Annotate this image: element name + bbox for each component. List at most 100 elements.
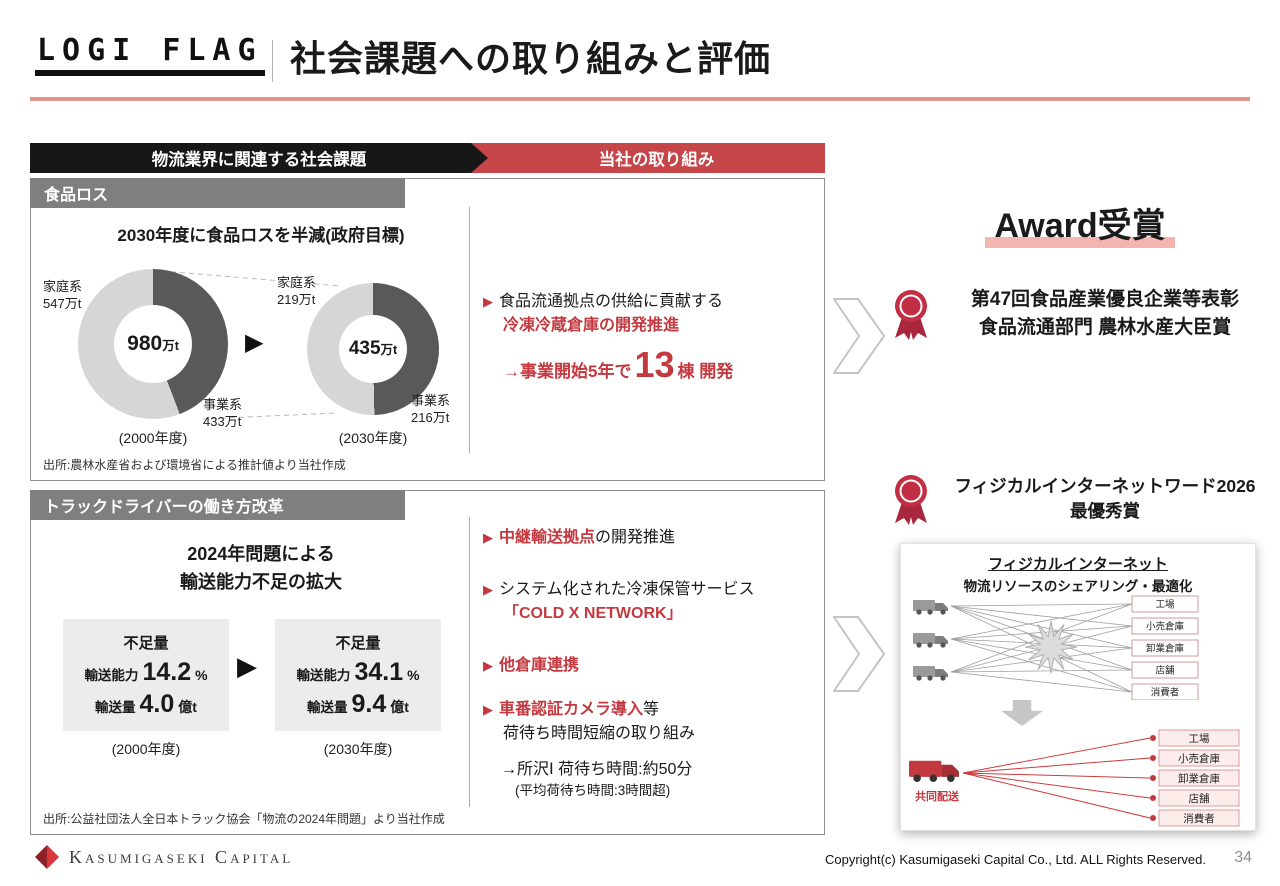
node-label: 店舗 <box>1155 665 1175 677</box>
network-node: 店舗 <box>1158 789 1240 807</box>
work-reform-title: 2024年問題による 輸送能力不足の拡大 <box>49 541 473 597</box>
award-text: 第47回食品産業優良企業等表彰 食品流通部門 農林水産大臣賞 <box>942 286 1268 341</box>
node-label: 工場 <box>1155 599 1175 611</box>
node-dots <box>1150 735 1156 821</box>
award-title-underline <box>985 237 1175 248</box>
arrow-right-icon: ▶ <box>237 651 257 681</box>
title-line: 2024年問題による <box>187 544 335 564</box>
header-divider <box>272 40 273 82</box>
network-node: 小売倉庫 <box>1131 617 1199 635</box>
slice-value: 433万t <box>203 413 242 429</box>
volume-label: 輸送量 <box>95 699 136 715</box>
title-line: 輸送能力不足の拡大 <box>180 571 342 592</box>
donut-slice-label: 家庭系 219万t <box>277 275 316 309</box>
card-subtitle: 物流リソースのシェアリング・最適化 <box>963 579 1193 594</box>
network-node: 卸業倉庫 <box>1158 769 1240 787</box>
footer-company-name: Kasumigaseki Capital <box>69 846 294 867</box>
network-node: 工場 <box>1158 729 1240 747</box>
source-note: 出所:公益社団法人全日本トラック協会「物流の2024年問題」より当社作成 <box>43 812 445 826</box>
section-header-bar: 物流業界に関連する社会課題 当社の取り組み <box>30 143 825 173</box>
shared-truck-icon <box>909 760 959 783</box>
vertical-divider <box>469 517 470 807</box>
initiative-highlight: 冷凍冷蔵倉庫の開発推進 <box>503 317 680 334</box>
result-prefix: →事業開始5年で <box>503 362 632 381</box>
bullet-line: ▶ 他倉庫連携 <box>483 651 579 675</box>
food-loss-panel-header: 食品ロス <box>30 178 405 208</box>
box-caption-2030: (2030年度) <box>323 741 393 757</box>
bullet-line: ▶ 中継輸送拠点の開発推進 <box>483 523 675 547</box>
slice-name: 家庭系 <box>43 279 83 294</box>
page-number: 34 <box>1234 849 1252 866</box>
shortage-box-2030: 不足量 輸送能力 34.1 % 輸送量 9.4 億t <box>275 619 441 731</box>
bullet-highlight: 他倉庫連携 <box>499 657 580 674</box>
truck-icon <box>913 666 948 681</box>
bullet-icon: ▶ <box>483 702 493 717</box>
congestion-burst-icon <box>1024 620 1078 674</box>
volume-row: 輸送量 9.4 億t <box>307 690 409 719</box>
bullet-text: の開発推進 <box>595 529 676 546</box>
donut-total-unit: 万t <box>162 339 179 353</box>
capacity-label: 輸送能力 <box>84 667 139 683</box>
node-label: 消費者 <box>1151 687 1180 699</box>
award-text: フィジカルインターネットワード2026 最優秀賞 <box>942 474 1268 525</box>
volume-value: 9.4 <box>351 689 387 718</box>
donut-total-2030: 435 万t <box>339 315 407 383</box>
capacity-label: 輸送能力 <box>296 667 351 683</box>
bullet-text: システム化された冷凍保管サービス <box>499 581 755 598</box>
physical-internet-card: フィジカルインターネット 物流リソースのシェアリング・最適化 <box>900 543 1256 831</box>
volume-row: 輸送量 4.0 億t <box>95 690 197 719</box>
truck-icon <box>913 600 948 615</box>
shortage-box-2000: 不足量 輸送能力 14.2 % 輸送量 4.0 億t <box>63 619 229 731</box>
donut-caption-2030: (2030年度) <box>338 430 408 446</box>
initiative-line: ▶ 食品流通拠点の供給に貢献する <box>483 287 723 311</box>
capacity-value: 14.2 <box>142 657 192 686</box>
bullet-text-line2: 荷待ち時間短縮の取り組み <box>503 725 696 742</box>
slice-name: 家庭系 <box>277 275 317 290</box>
bullet-text: 等 <box>643 701 660 718</box>
capacity-unit: % <box>407 666 420 683</box>
work-reform-panel: トラックドライバーの働き方改革 2024年問題による 輸送能力不足の拡大 不足量… <box>30 490 825 835</box>
copyright-text: Copyright(c) Kasumigaseki Capital Co., L… <box>824 852 1206 867</box>
network-links <box>962 737 1151 819</box>
shared-truck-label: 共同配送 <box>915 789 960 803</box>
diamond-logo-icon <box>35 845 59 869</box>
box-header: 不足量 <box>123 634 169 652</box>
vertical-divider <box>469 207 470 453</box>
slice-name: 事業系 <box>411 393 451 408</box>
node-label: 消費者 <box>1183 812 1215 825</box>
donut-total-value: 435 <box>348 338 381 359</box>
slice-value: 547万t <box>43 295 82 311</box>
volume-unit: 億t <box>178 698 197 715</box>
issues-header: 物流業界に関連する社会課題 <box>30 143 488 173</box>
donut-slice-label: 事業系 433万t <box>203 397 242 431</box>
node-label: 卸業倉庫 <box>1178 772 1220 785</box>
bullet-highlight: 中継輸送拠点 <box>499 529 596 546</box>
node-label: 卸業倉庫 <box>1146 643 1185 655</box>
before-network-diagram: 工場 小売倉庫 卸業倉庫 店舗 消費者 <box>913 595 1199 700</box>
node-label: 小売倉庫 <box>1146 621 1185 633</box>
capacity-row: 輸送能力 14.2 % <box>84 658 207 687</box>
bullet-line: ▶ 車番認証カメラ導入等 <box>483 695 659 719</box>
flow-arrow-icon <box>833 298 885 374</box>
bullet-icon: ▶ <box>483 530 493 545</box>
bullet-icon: ▶ <box>483 658 493 673</box>
initiatives-header-label: 当社の取り組み <box>598 151 715 169</box>
donut-slice-label: 事業系 216万t <box>411 393 450 427</box>
page-title: 社会課題への取り組みと評価 <box>290 38 772 79</box>
food-loss-donut-2030: 435 万t <box>307 283 439 415</box>
donut-total-2000: 980 万t <box>114 305 192 383</box>
initiatives-header: 当社の取り組み <box>488 143 825 173</box>
award-item: 第47回食品産業優良企業等表彰 食品流通部門 農林水産大臣賞 <box>890 286 1268 341</box>
truck-icon <box>913 633 948 648</box>
node-label: 店舗 <box>1189 792 1211 805</box>
award-line: 第47回食品産業優良企業等表彰 <box>970 289 1240 310</box>
arrow-right-icon: ▶ <box>245 329 264 356</box>
capacity-row: 輸送能力 34.1 % <box>296 658 419 687</box>
award-line: 最優秀賞 <box>1070 501 1140 521</box>
logi-flag-logo: LOGI FLAG <box>35 34 265 76</box>
food-loss-panel: 食品ロス 2030年度に食品ロスを半減(政府目標) 980 万t 家庭系 547万… <box>30 178 825 481</box>
card-title: フィジカルインターネット <box>988 556 1168 573</box>
donut-total-unit: 万t <box>380 343 398 357</box>
network-node: 店舗 <box>1131 661 1199 679</box>
